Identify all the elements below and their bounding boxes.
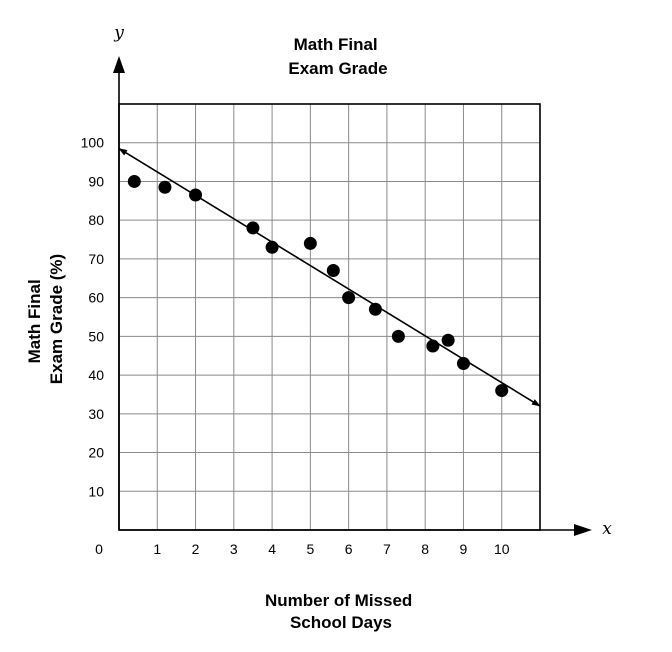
- chart-title-line-2: Exam Grade: [288, 59, 387, 78]
- x-tick-label: 7: [383, 541, 391, 557]
- x-tick-label: 3: [230, 541, 238, 557]
- data-point: [456, 356, 470, 370]
- y-tick-label: 90: [88, 173, 104, 189]
- data-point: [189, 188, 203, 202]
- data-point: [246, 221, 260, 235]
- y-axis-arrow: [113, 56, 125, 73]
- x-tick-label: 2: [192, 541, 200, 557]
- x-axis-variable: x: [602, 519, 612, 539]
- y-tick-label: 70: [88, 251, 104, 267]
- trend-line: [118, 147, 541, 407]
- data-point: [391, 329, 405, 343]
- y-tick-label: 60: [88, 290, 104, 306]
- plot-grid: [119, 104, 540, 530]
- x-axis-label-line-1: Number of Missed: [265, 591, 412, 610]
- data-point: [368, 302, 382, 316]
- y-axis-label: Math Final Exam Grade (%): [25, 254, 66, 384]
- y-axis-label-line-1: Math Final: [25, 279, 44, 363]
- y-tick-label: 20: [88, 445, 104, 461]
- y-tick-label: 10: [88, 483, 104, 499]
- data-point: [441, 333, 455, 347]
- x-tick-label: 1: [153, 541, 161, 557]
- y-tick-label: 100: [81, 135, 105, 151]
- y-axis-variable: y: [113, 23, 124, 43]
- origin-label: 0: [95, 541, 103, 557]
- x-axis-label: Number of Missed School Days: [265, 591, 417, 632]
- x-axis-arrow: [574, 524, 592, 536]
- data-point: [342, 291, 356, 305]
- chart-title: Math Final Exam Grade: [288, 35, 387, 78]
- data-point: [326, 264, 340, 278]
- x-tick-labels: 1 2 3 4 5 6 7 8 9 10: [153, 541, 509, 557]
- y-tick-label: 40: [88, 367, 104, 383]
- data-point: [303, 236, 317, 250]
- x-axis-label-line-2: School Days: [290, 613, 392, 632]
- x-tick-label: 10: [494, 541, 510, 557]
- data-points: [127, 174, 509, 398]
- plot-frame: [118, 103, 541, 531]
- data-point: [265, 240, 279, 254]
- x-tick-label: 5: [306, 541, 314, 557]
- data-point: [158, 180, 172, 194]
- y-tick-label: 80: [88, 212, 104, 228]
- x-tick-label: 8: [421, 541, 429, 557]
- y-tick-label: 50: [88, 328, 104, 344]
- y-tick-labels: 10 20 30 40 50 60 70 80 90 100: [81, 135, 105, 500]
- x-tick-label: 4: [268, 541, 276, 557]
- y-tick-label: 30: [88, 406, 104, 422]
- data-point: [426, 339, 440, 353]
- data-point: [495, 384, 509, 398]
- x-tick-label: 9: [460, 541, 468, 557]
- data-point: [127, 174, 141, 188]
- x-tick-label: 6: [345, 541, 353, 557]
- chart-title-line-1: Math Final: [294, 35, 378, 54]
- y-axis-label-line-2: Exam Grade (%): [47, 254, 66, 384]
